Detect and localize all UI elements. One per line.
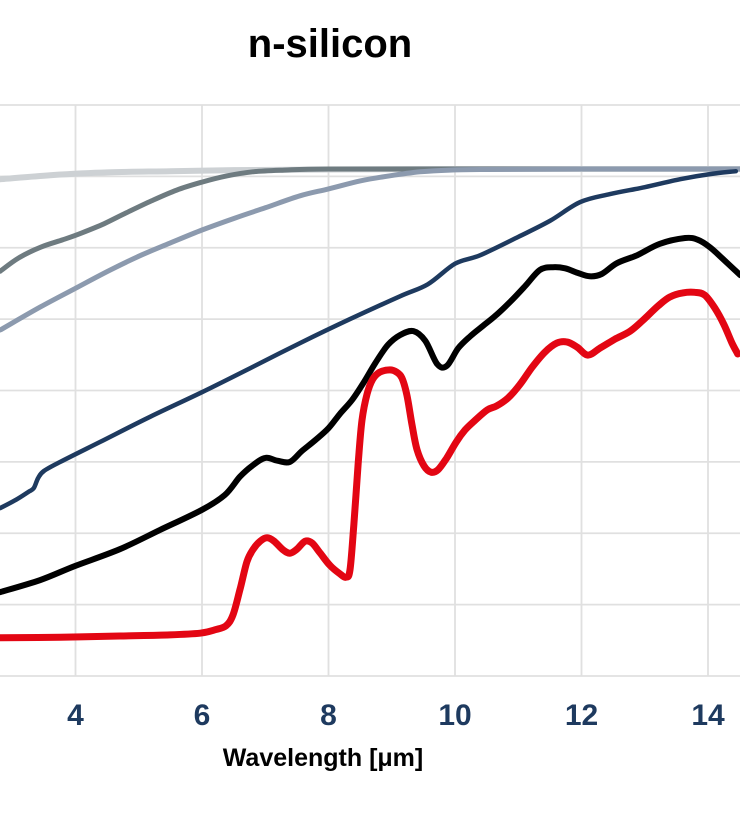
x-tick-label: 8	[320, 699, 337, 732]
chart-title: n-silicon	[248, 22, 412, 66]
curve-layer	[0, 165, 740, 642]
x-axis-ticks: 4 6 8 10 12 14	[67, 699, 725, 732]
x-tick-label: 10	[438, 699, 471, 732]
x-tick-label: 12	[565, 699, 598, 732]
curve-black	[0, 234, 740, 596]
x-tick-label: 4	[67, 699, 84, 732]
curve-red	[0, 288, 740, 642]
curve-navy	[0, 168, 739, 511]
x-axis-label: Wavelength [μm]	[223, 744, 424, 772]
x-tick-label: 14	[691, 699, 725, 732]
curve-slate-gray	[0, 166, 740, 333]
x-tick-label: 6	[194, 699, 211, 732]
